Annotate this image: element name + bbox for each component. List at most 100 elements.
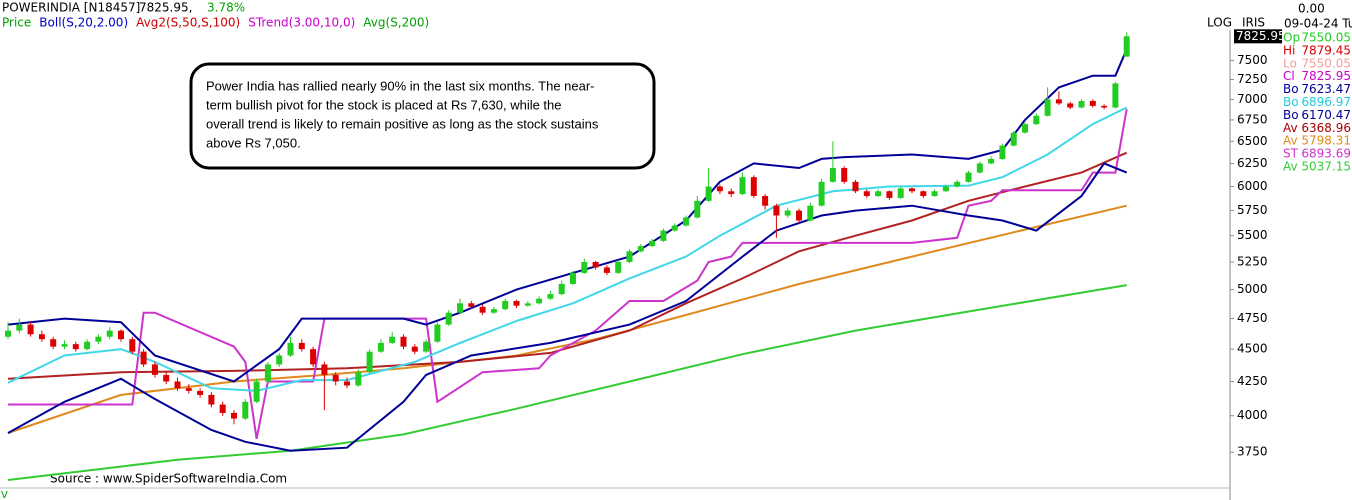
candle-body [208,394,215,405]
y-tick-label: 6000 [1237,179,1268,193]
candle-body [502,301,509,310]
candle-body [468,303,475,307]
scale-mode[interactable]: LOG [1207,16,1232,30]
legend-entry: Price [2,16,31,30]
indicator-line [7,284,1127,481]
readout-value: 5037.15 [1301,160,1351,174]
last-price-box [1234,29,1282,44]
candle-body [332,374,339,382]
candle-body [705,186,712,201]
y-tick-label: 7250 [1237,72,1268,86]
readout-value: 6893.69 [1301,147,1351,161]
candle-body [999,145,1006,159]
readout-value: 7550.05 [1301,31,1351,45]
candle-body [570,272,576,284]
candle-body [1033,115,1040,125]
candle-body [400,336,407,347]
candle-body [784,210,791,216]
candle-body [796,210,802,221]
candle-body [106,330,113,337]
candle-body [637,246,644,252]
candle-body [231,412,237,419]
annotation-line: Power India has rallied nearly 90% in th… [206,78,595,93]
y-tick-label: 4000 [1237,408,1268,422]
candle-body [118,330,124,340]
candle-body [920,191,927,197]
candle-body [1123,36,1130,57]
y-tick-label: 5500 [1237,228,1268,242]
legend-entry: Avg2(S,50,S,100) [136,16,240,30]
candle-body [592,262,599,268]
candle-body [72,344,79,350]
candle-body [536,298,543,304]
annotation-line: term bullish pivot for the stock is plac… [206,97,562,112]
candle-body [626,251,633,263]
readout-label: Op [1283,31,1300,45]
last-price-label: 7825.95 [1236,29,1286,43]
candle-body [988,158,995,164]
candle-body [1112,83,1119,108]
candle-body [151,364,158,375]
annotation-line: above Rs 7,050. [206,135,301,150]
symbol: POWERINDIA [N18457] [2,1,140,15]
y-tick-label: 5000 [1237,282,1268,296]
y-tick-label: 6500 [1237,134,1268,148]
candle-body [954,181,961,187]
date: 09-04-24 Tu [1284,17,1352,31]
y-tick-label: 4750 [1237,311,1268,325]
candle-body [5,330,11,337]
readout-label: Lo [1283,56,1297,70]
candle-body [423,341,430,352]
readout-label: Cl [1283,69,1295,83]
candle-body [344,381,350,386]
candle-body [750,177,757,197]
y-tick-label: 5750 [1237,203,1268,217]
candle-body [558,283,565,295]
last-price: 7825.95, [139,1,192,15]
candle-body [1067,103,1074,108]
y-tick-label: 7000 [1237,92,1268,106]
readout-label: Bo [1283,108,1299,122]
iris-mode[interactable]: IRIS [1242,16,1265,30]
candle-body [1055,99,1062,104]
candle-body [95,336,102,342]
candle-body [909,188,915,192]
candle-body [694,200,701,218]
y-tick-label: 7500 [1237,53,1268,67]
annotation-frame [189,62,656,170]
candle-body [27,324,34,335]
readout-label: Hi [1283,43,1295,57]
candle-body [773,205,780,216]
readout-value: 7623.47 [1301,82,1351,96]
candle-body [739,177,746,195]
candle-body [852,181,859,192]
legend-entry: STrend(3.00,10,0) [248,16,355,30]
candle-body [829,167,836,182]
plot-area [5,32,1130,481]
candle-body [389,336,396,343]
y-tick-label: 6250 [1237,156,1268,170]
header: POWERINDIA [N18457] 7825.95, 3.78% LOG I… [2,1,1352,31]
indicator-line [7,162,1128,452]
candle-body [287,342,294,356]
readout-label: Av [1283,121,1298,135]
readout-label: Av [1283,134,1298,148]
candle-body [581,262,588,273]
candle-body [841,167,848,182]
candle-body [863,191,870,197]
candle-body [84,341,91,350]
candle-body [298,342,305,350]
candle-body [875,191,882,197]
indicator-line [7,106,1128,392]
readout-value: 6170.47 [1301,108,1351,122]
source: Source : www.SpiderSoftwareIndia.Com [50,472,287,486]
candle-body [716,186,723,192]
candle-body [649,240,656,247]
candle-body [321,364,328,375]
candle-body [683,217,689,226]
candle-body [1101,105,1108,108]
candle-body [174,381,181,389]
candle-body [129,339,136,352]
candle-body [976,163,983,173]
